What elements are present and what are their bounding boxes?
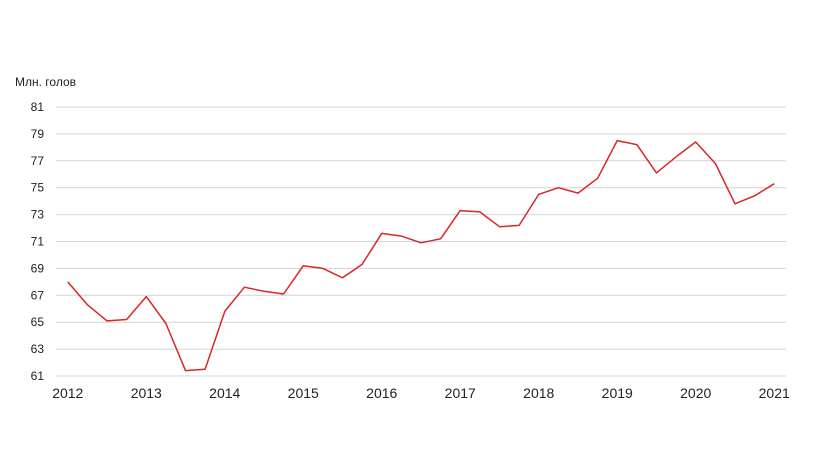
series-line	[67, 139, 775, 372]
y-tick-label: 79	[31, 127, 45, 141]
y-tick-label: 65	[31, 315, 45, 329]
y-tick-label: 69	[31, 261, 45, 275]
x-axis-ticks: 2012 2013 2014 2015 2016 2017 2018 2019 2020 2021	[52, 385, 790, 401]
y-axis-ticks: 61 63 65 67 69 71 73 75 77 79 81	[31, 100, 45, 383]
y-tick-label: 71	[31, 235, 45, 249]
x-tick-label: 2017	[445, 385, 476, 401]
y-tick-label: 67	[31, 288, 45, 302]
series-layer	[67, 139, 775, 372]
x-tick-label: 2016	[366, 385, 397, 401]
x-tick-label: 2014	[209, 385, 240, 401]
x-tick-label: 2019	[602, 385, 633, 401]
x-tick-label: 2020	[680, 385, 711, 401]
y-tick-label: 61	[31, 369, 45, 383]
x-tick-label: 2015	[288, 385, 319, 401]
x-tick-label: 2013	[131, 385, 162, 401]
x-tick-label: 2021	[759, 385, 790, 401]
y-tick-label: 75	[31, 181, 45, 195]
y-tick-label: 63	[31, 342, 45, 356]
y-tick-label: 81	[31, 100, 45, 114]
y-tick-label: 77	[31, 154, 45, 168]
y-axis-label: Млн. голов	[15, 75, 76, 89]
x-tick-label: 2012	[52, 385, 83, 401]
x-tick-label: 2018	[523, 385, 554, 401]
y-tick-label: 73	[31, 208, 45, 222]
gridlines	[56, 106, 786, 377]
